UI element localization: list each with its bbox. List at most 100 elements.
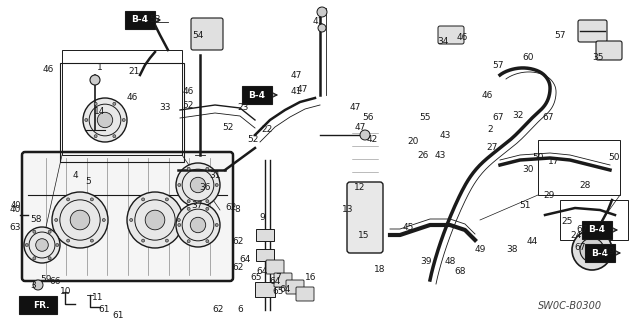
Text: 50: 50	[608, 153, 620, 162]
Circle shape	[54, 219, 58, 221]
Circle shape	[165, 239, 168, 242]
Text: 50: 50	[532, 153, 544, 162]
Text: 28: 28	[579, 181, 591, 189]
Text: 3: 3	[30, 281, 36, 291]
Text: B-4: B-4	[131, 16, 148, 25]
Text: 27: 27	[486, 144, 498, 152]
Text: 61: 61	[112, 310, 124, 319]
Text: 15: 15	[358, 231, 370, 240]
Circle shape	[187, 207, 190, 210]
Text: 31: 31	[209, 170, 221, 180]
Text: 14: 14	[94, 108, 106, 116]
Text: 65: 65	[250, 273, 262, 283]
Text: 5: 5	[85, 177, 91, 187]
Text: 62: 62	[232, 263, 244, 272]
Text: 41: 41	[291, 87, 301, 97]
Circle shape	[52, 192, 108, 248]
FancyBboxPatch shape	[347, 182, 383, 253]
Text: 8: 8	[234, 205, 240, 214]
Text: 47: 47	[349, 103, 361, 113]
Text: FR.: FR.	[33, 300, 49, 309]
Circle shape	[67, 198, 70, 201]
Circle shape	[141, 198, 145, 201]
Text: 35: 35	[592, 54, 604, 63]
Text: 17: 17	[548, 158, 560, 167]
Circle shape	[215, 183, 218, 187]
Text: 6: 6	[237, 306, 243, 315]
Text: 62: 62	[232, 238, 244, 247]
Circle shape	[90, 75, 100, 85]
Text: 67: 67	[542, 114, 554, 122]
Text: 46: 46	[42, 65, 54, 75]
Circle shape	[178, 183, 181, 187]
Circle shape	[25, 243, 28, 247]
Circle shape	[141, 239, 145, 242]
Text: 41: 41	[312, 18, 324, 26]
Circle shape	[48, 257, 51, 260]
Circle shape	[122, 118, 125, 122]
Text: 67: 67	[576, 226, 588, 234]
Circle shape	[127, 192, 183, 248]
Circle shape	[102, 219, 106, 221]
Text: 25: 25	[561, 218, 573, 226]
Text: 34: 34	[437, 38, 449, 47]
Text: 59: 59	[40, 276, 52, 285]
Text: 4: 4	[72, 170, 78, 180]
Text: 1: 1	[97, 63, 103, 72]
Bar	[256, 249, 274, 261]
Circle shape	[176, 163, 220, 207]
Text: B-4: B-4	[591, 249, 609, 257]
Circle shape	[360, 130, 370, 140]
Circle shape	[130, 219, 132, 221]
Text: 23: 23	[237, 103, 249, 113]
Text: 51: 51	[519, 201, 531, 210]
Text: 46: 46	[182, 87, 194, 97]
FancyBboxPatch shape	[22, 152, 233, 281]
FancyBboxPatch shape	[582, 221, 612, 239]
Circle shape	[187, 200, 190, 203]
Circle shape	[318, 24, 326, 32]
FancyBboxPatch shape	[596, 41, 622, 60]
Text: SW0C-B0300: SW0C-B0300	[538, 301, 602, 311]
Circle shape	[165, 198, 168, 201]
Circle shape	[190, 177, 205, 193]
Circle shape	[177, 219, 180, 221]
Text: 26: 26	[417, 151, 429, 160]
Text: 64: 64	[256, 268, 268, 277]
Text: 21: 21	[128, 68, 140, 77]
Text: 46: 46	[456, 33, 468, 42]
Text: 45: 45	[403, 224, 413, 233]
Text: 57: 57	[492, 61, 504, 70]
Text: 13: 13	[342, 205, 354, 214]
Circle shape	[33, 280, 43, 290]
Circle shape	[70, 210, 90, 230]
FancyBboxPatch shape	[585, 244, 615, 262]
FancyBboxPatch shape	[266, 260, 284, 274]
Text: 24: 24	[570, 231, 582, 240]
Circle shape	[206, 207, 209, 210]
Text: 22: 22	[261, 125, 273, 135]
Text: 46: 46	[126, 93, 138, 102]
Circle shape	[90, 239, 93, 242]
Text: 16: 16	[305, 273, 317, 283]
FancyBboxPatch shape	[242, 86, 272, 104]
FancyBboxPatch shape	[19, 296, 57, 314]
Text: B-4: B-4	[589, 226, 605, 234]
Circle shape	[36, 239, 48, 251]
Circle shape	[94, 135, 97, 138]
Circle shape	[206, 200, 209, 203]
Text: 61: 61	[99, 306, 109, 315]
Circle shape	[84, 118, 88, 122]
Circle shape	[580, 238, 604, 262]
Bar	[255, 282, 275, 297]
Circle shape	[587, 245, 597, 255]
Circle shape	[24, 227, 60, 263]
Text: 48: 48	[444, 257, 456, 266]
Circle shape	[572, 230, 612, 270]
Text: 44: 44	[526, 238, 538, 247]
Text: 67: 67	[574, 243, 586, 253]
Circle shape	[90, 198, 93, 201]
Text: 62: 62	[225, 204, 237, 212]
Text: 40: 40	[10, 205, 20, 214]
Text: 64: 64	[269, 278, 281, 286]
